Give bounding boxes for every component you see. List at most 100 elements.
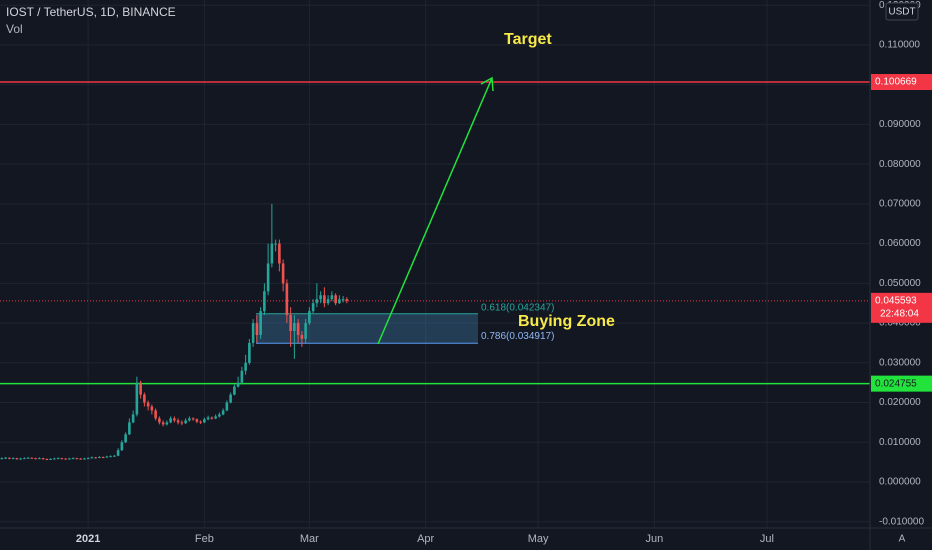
candle-body (26, 457, 30, 459)
candle-body (75, 458, 79, 460)
candle-body (165, 422, 169, 425)
candle-body (259, 311, 262, 335)
level-badge (871, 74, 932, 91)
candle-body (109, 456, 112, 458)
candle-body (45, 458, 49, 460)
x-tick-label: Mar (300, 533, 319, 545)
y-tick-label: -0.010000 (879, 516, 924, 527)
candle-body (8, 457, 11, 459)
last-price-badge (871, 292, 932, 323)
candle-body (64, 458, 67, 460)
candle-body (90, 457, 94, 459)
x-tick-label: May (528, 533, 549, 545)
candle-body (154, 410, 157, 419)
candle-body (53, 458, 56, 460)
candle-body (293, 323, 296, 332)
candle-body (113, 455, 116, 457)
chart-title: IOST / TetherUS, 1D, BINANCE (6, 5, 176, 19)
candle-body (266, 263, 270, 292)
candle-body (19, 458, 22, 460)
scale-mode[interactable]: A (899, 534, 906, 545)
candle-body (248, 342, 251, 363)
fib-label: 0.618(0.042347) (481, 302, 554, 313)
candle-body (38, 458, 41, 460)
target-arrow (377, 77, 493, 345)
last-price-value: 0.045593 (875, 295, 917, 306)
candle-body (225, 402, 229, 411)
candle-body (169, 418, 172, 423)
candle-body (180, 422, 184, 424)
level-value: 0.100669 (875, 77, 917, 88)
grid (0, 0, 870, 528)
candle-body (199, 421, 202, 423)
candle-body (255, 323, 259, 335)
candle-body (338, 299, 341, 304)
y-tick-label: 0.070000 (879, 199, 921, 210)
candle-body (83, 458, 86, 460)
fib-label: 0.786(0.034917) (481, 331, 554, 342)
y-tick-label: 0.090000 (879, 119, 921, 130)
candle-body (326, 299, 330, 304)
candle-body (330, 295, 334, 300)
x-tick-label: Apr (417, 533, 434, 545)
x-tick-label: 2021 (76, 533, 100, 545)
candle-body (184, 420, 187, 424)
candle-body (214, 416, 217, 419)
candle-body (56, 458, 60, 460)
candle-body (210, 417, 214, 419)
candle-body (0, 458, 4, 460)
candle-body (120, 442, 124, 451)
candle-body (315, 299, 319, 304)
level-badge (871, 375, 932, 392)
candle-body (49, 458, 52, 460)
candle-body (281, 263, 285, 284)
candle-body (244, 362, 247, 371)
currency-badge[interactable] (885, 2, 919, 21)
candle-body (173, 418, 176, 421)
plot: 0.618(0.042347) 0.786(0.034917)Buying Zon… (0, 31, 870, 461)
candle-body (23, 458, 26, 460)
candle-body (218, 414, 221, 417)
candle-body (143, 394, 146, 403)
zone-label: Buying Zone (518, 313, 615, 330)
candle-body (323, 295, 326, 304)
candle-body (60, 458, 64, 460)
y-tick-label: 0.020000 (879, 397, 921, 408)
candle-body (98, 456, 101, 458)
candle-body (15, 458, 19, 460)
candle-body (150, 406, 154, 411)
candle-body (41, 458, 45, 460)
target-label: Target (504, 31, 552, 48)
candle-body (221, 410, 225, 415)
candle-body (139, 382, 142, 395)
candle-body (4, 457, 7, 459)
candle-body (131, 414, 135, 423)
y-tick-label: 0.050000 (879, 278, 921, 289)
candle-body (263, 291, 266, 312)
y-tick-label: 0.060000 (879, 238, 921, 249)
candle-body (341, 299, 345, 301)
candle-body (203, 419, 206, 423)
candle-body (68, 458, 71, 460)
candle-body (176, 420, 180, 423)
volume-label: Vol (6, 22, 23, 36)
candle-body (11, 458, 15, 460)
candle-body (191, 418, 195, 420)
candle-body (105, 456, 109, 458)
candle-body (116, 450, 120, 456)
candle-body (229, 394, 232, 403)
y-tick-label: 0.010000 (879, 437, 921, 448)
currency: USDT (888, 7, 915, 18)
candle-body (270, 243, 274, 264)
candle-body (311, 303, 315, 312)
candle-body (94, 457, 97, 459)
candle-body (158, 418, 161, 423)
candle-body (195, 419, 199, 422)
candle-body (319, 295, 322, 300)
candle-body (71, 458, 75, 460)
candle-body (251, 323, 255, 343)
candle-body (289, 315, 292, 332)
arrow-head (480, 76, 494, 92)
candle-body (345, 299, 349, 301)
